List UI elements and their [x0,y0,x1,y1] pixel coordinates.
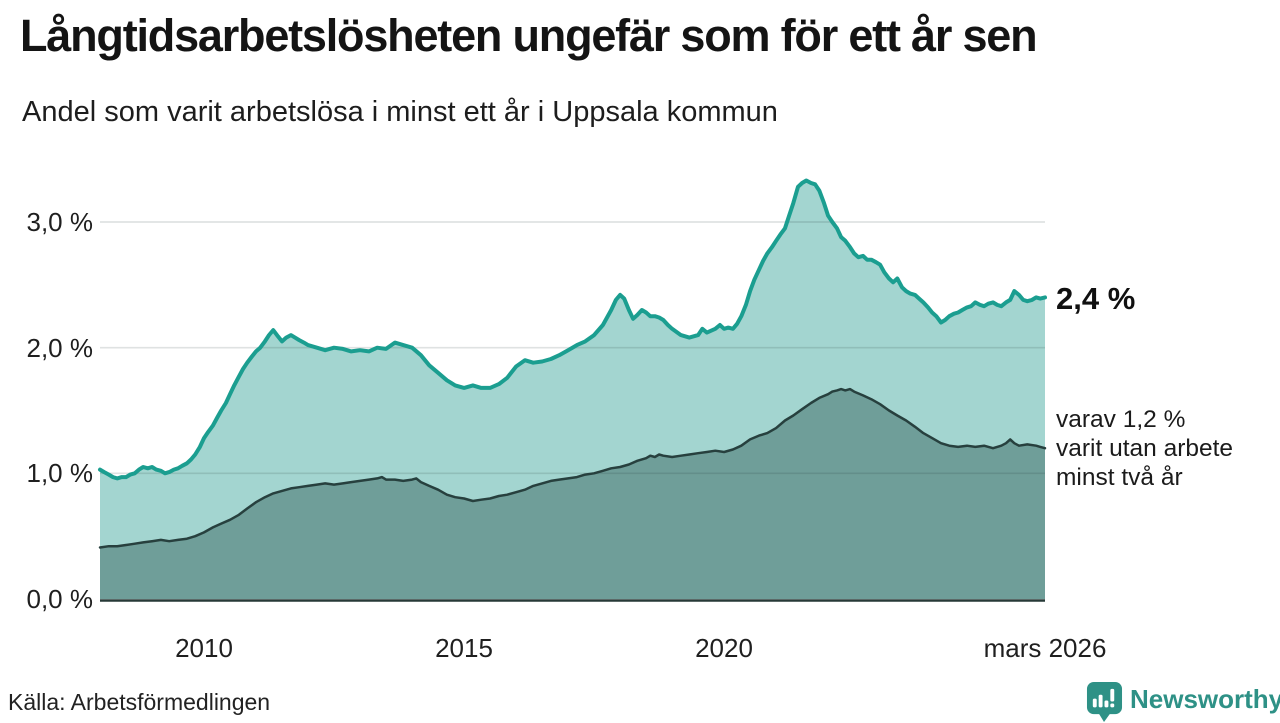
two-year-note-line3: minst två år [1056,464,1183,491]
source-label: Källa: Arbetsförmedlingen [8,689,271,715]
y-axis-tick-label: 3,0 % [26,206,94,237]
two-year-note-line1: varav 1,2 % [1056,406,1186,433]
x-axis-tick-label: 2010 [175,633,233,663]
two-year-note: varav 1,2 % varit utan arbete minst två … [1056,405,1233,492]
page-subtitle: Andel som varit arbetslösa i minst ett å… [22,96,778,128]
y-axis: 0,0 % 1,0 % 2,0 % 3,0 % [0,0,95,720]
page-title: Långtidsarbetslösheten ungefär som för e… [20,10,1038,61]
y-axis-tick-label: 0,0 % [26,584,94,614]
y-axis-tick-label: 1,0 % [26,458,94,489]
newsworthy-icon [1086,682,1123,722]
y-axis-tick-label: 2,0 % [26,332,94,363]
newsworthy-wordmark: Newsworthy [1130,684,1280,714]
x-axis-tick-label: mars 2026 [983,633,1107,663]
x-axis-tick-label: 2015 [435,633,493,663]
two-year-note-line2: varit utan arbete [1056,435,1234,462]
x-axis-tick-label: 2020 [695,633,753,663]
newsworthy-logo[interactable]: Newsworthy [1086,681,1280,722]
latest-value-label: 2,4 % [1056,281,1136,316]
